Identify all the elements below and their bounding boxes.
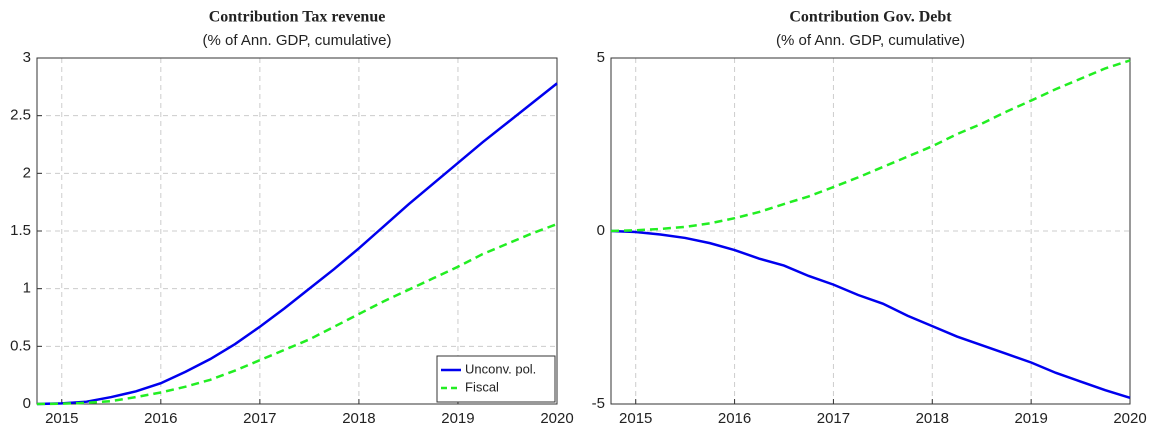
- chart-title: Contribution Gov. Debt: [789, 9, 952, 26]
- x-tick-label: 2015: [619, 410, 652, 427]
- legend: Unconv. pol. Fiscal: [436, 355, 556, 403]
- series-line: [36, 222, 558, 406]
- legend-box: [436, 355, 556, 403]
- y-tick-label: -5: [592, 395, 605, 412]
- x-tick-label: 2019: [441, 410, 474, 427]
- x-tick-label: 2020: [540, 410, 573, 427]
- legend-label: Fiscal: [465, 379, 499, 394]
- x-tick-label: 2019: [1014, 410, 1047, 427]
- legend-label: Unconv. pol.: [465, 361, 536, 376]
- x-tick-label: 2017: [243, 410, 276, 427]
- y-tick-label: 2.5: [10, 107, 31, 124]
- y-tick-label: 0: [597, 222, 605, 239]
- x-tick-label: 2020: [1113, 410, 1146, 427]
- y-tick-label: 0.5: [10, 337, 31, 354]
- plot-frame: [36, 57, 558, 405]
- x-tick-label: 2018: [342, 410, 375, 427]
- chart-subtitle: (% of Ann. GDP, cumulative): [776, 32, 965, 49]
- series-line: [36, 82, 558, 406]
- series-line: [610, 59, 1131, 233]
- y-tick-label: 0: [23, 395, 31, 412]
- x-tick-label: 2016: [718, 410, 751, 427]
- x-tick-label: 2015: [45, 410, 78, 427]
- y-tick-label: 5: [597, 49, 605, 66]
- x-tick-label: 2016: [144, 410, 177, 427]
- x-tick-label: 2018: [916, 410, 949, 427]
- x-tick-label: 2017: [817, 410, 850, 427]
- y-tick-label: 3: [23, 49, 31, 66]
- chart-title: Contribution Tax revenue: [209, 9, 386, 26]
- y-tick-label: 1.5: [10, 222, 31, 239]
- chart-subtitle: (% of Ann. GDP, cumulative): [203, 32, 392, 49]
- y-tick-label: 2: [23, 164, 31, 181]
- y-tick-label: 1: [23, 280, 31, 297]
- series-line: [610, 229, 1131, 399]
